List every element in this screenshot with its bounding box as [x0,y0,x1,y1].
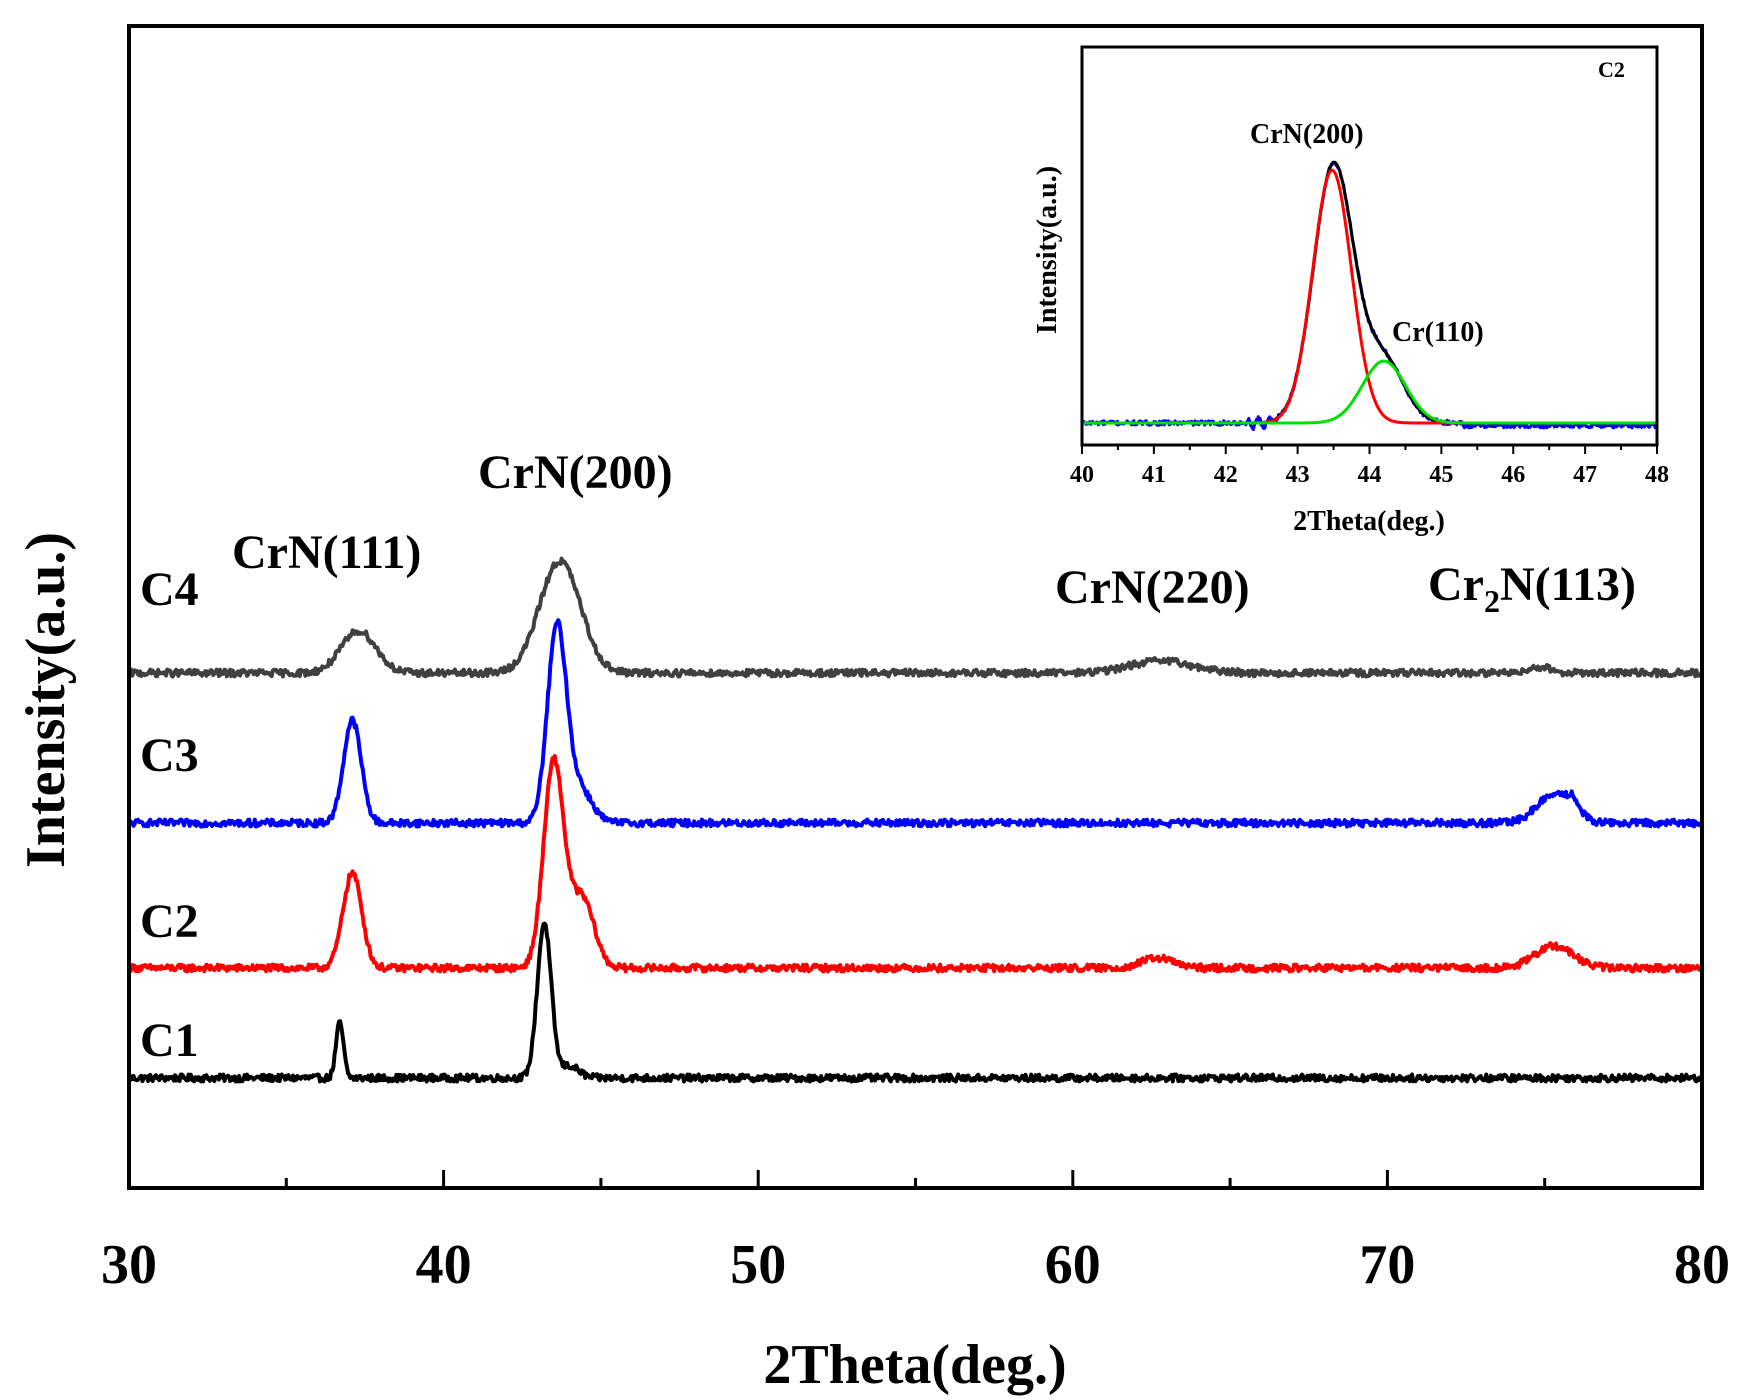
inset-x-tick-label-46: 46 [1501,462,1525,488]
series-label-c2: C2 [140,895,199,948]
peak-label-crn-220: CrN(220) [1055,561,1250,614]
main-y-axis-title: Intensity(a.u.) [15,532,77,868]
peak-label-crn-200: CrN(200) [478,446,673,499]
x-tick-label-50: 50 [730,1234,786,1296]
peak-label-cr2n-main: Cr [1428,558,1484,611]
inset-series-lines [1080,160,1659,431]
inset-x-tick-label-48: 48 [1645,462,1669,488]
peak-label-cr2n-113: Cr2N(113) [1428,558,1636,619]
main-x-ticks: 30 40 50 60 70 80 [101,1170,1730,1296]
inset-title: C2 [1598,57,1625,82]
main-series-lines [127,556,1704,1084]
main-x-axis-title: 2Theta(deg.) [763,1334,1066,1396]
x-tick-label-40: 40 [416,1234,472,1296]
series-line-c1 [127,921,1703,1084]
inset-x-tick-label-44: 44 [1358,462,1382,488]
inset-plot: 40 41 42 43 44 45 46 47 48 C2 CrN(200) Cr(110) 2… [1032,45,1669,537]
series-line-c3 [128,618,1704,829]
series-label-c1: C1 [140,1014,199,1067]
series-line-c4 [127,556,1704,679]
inset-x-axis-title: 2Theta(deg.) [1293,506,1445,537]
peak-label-crn-111: CrN(111) [232,526,421,579]
x-tick-label-80: 80 [1674,1234,1730,1296]
inset-x-tick-label-42: 42 [1214,462,1238,488]
inset-peak-label-cr-110: Cr(110) [1392,317,1484,348]
inset-x-tick-label-45: 45 [1429,462,1453,488]
inset-y-axis-title: Intensity(a.u.) [1032,166,1063,334]
series-label-c4: C4 [140,563,199,616]
inset-peak-label-crn-200: CrN(200) [1250,119,1364,150]
inset-x-tick-label-41: 41 [1142,462,1166,488]
x-tick-label-70: 70 [1359,1234,1415,1296]
x-tick-label-30: 30 [101,1234,157,1296]
series-line-c2 [127,754,1704,974]
inset-x-tick-label-40: 40 [1070,462,1094,488]
inset-x-tick-label-43: 43 [1286,462,1310,488]
series-label-c3: C3 [140,729,199,782]
main-plot: 30 40 50 60 70 80 C4 C3 C2 C1 CrN(111) CrN(20… [15,24,1730,1396]
peak-label-cr2n-rest: N(113) [1500,558,1636,611]
peak-label-cr2n-sub: 2 [1484,583,1500,619]
x-tick-label-60: 60 [1045,1234,1101,1296]
inset-x-tick-label-47: 47 [1573,462,1597,488]
inset-line-cr-110-component [1081,359,1658,425]
inset-x-ticks: 40 41 42 43 44 45 46 47 48 [1070,445,1669,488]
